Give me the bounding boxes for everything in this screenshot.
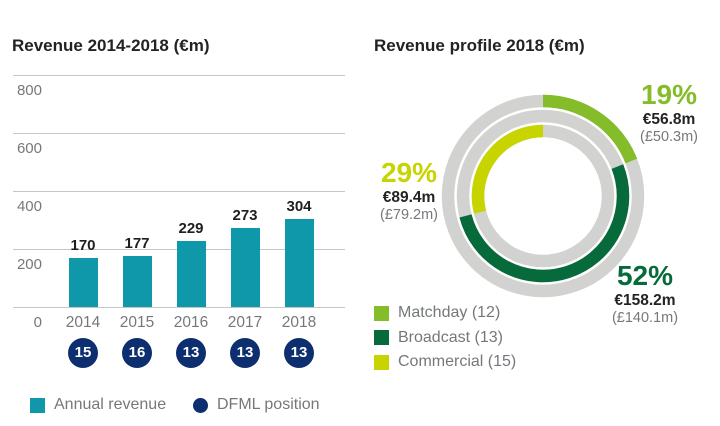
broadcast-arc	[459, 164, 630, 283]
dfml-position-badge: 13	[230, 338, 260, 368]
revenue-bar	[284, 219, 314, 307]
revenue-donut-chart	[441, 94, 645, 298]
matchday-arc	[542, 94, 638, 164]
y-axis-tick-label: 200	[16, 256, 42, 273]
broadcast-percent: 52%	[616, 260, 674, 291]
bar-value-label: 177	[124, 235, 150, 252]
y-axis-tick-label: 600	[16, 140, 42, 157]
bar-legend-label: Annual revenue	[54, 396, 167, 413]
bar-chart-title: Revenue 2014-2018 (€m)	[12, 36, 210, 55]
annual-revenue-legend-swatch	[30, 397, 45, 413]
donut-legend-label: Matchday (12)	[398, 304, 501, 321]
revenue-bar	[176, 241, 206, 307]
y-axis-tick-label: 0	[33, 314, 42, 331]
dfml-position-badge: 15	[68, 338, 98, 368]
bar-value-label: 304	[286, 198, 312, 215]
y-gridline	[13, 307, 345, 308]
bar-legend-item: Annual revenue	[30, 396, 166, 414]
x-axis-year-label: 2018	[281, 314, 317, 331]
donut-legend-label: Broadcast (13)	[398, 328, 503, 346]
bar-legend-item: DFML position	[193, 396, 320, 414]
dfml-position-badge: 13	[284, 338, 314, 368]
matchday-callout: 19% €56.8m (£50.3m)	[603, 80, 720, 146]
dfml-position-legend-dot	[193, 397, 208, 413]
x-axis-year-label: 2015	[119, 314, 155, 331]
broadcast-legend-swatch	[374, 330, 389, 345]
bar-legend-label: DFML position	[217, 396, 320, 413]
matchday-legend-swatch	[374, 305, 389, 321]
commercial-percent: 29%	[380, 157, 438, 188]
donut-chart-title: Revenue profile 2018 (€m)	[374, 36, 585, 55]
y-gridline	[13, 191, 345, 192]
commercial-callout: 29% €89.4m (£79.2m)	[343, 158, 475, 224]
bar-value-label: 229	[178, 220, 204, 237]
x-axis-year-label: 2016	[173, 314, 209, 331]
bar-value-label: 170	[70, 237, 96, 254]
y-gridline	[13, 75, 345, 76]
donut-legend-label: Commercial (15)	[398, 353, 517, 370]
y-gridline	[13, 133, 345, 134]
donut-legend-item: Broadcast (13)	[374, 329, 503, 347]
dfml-position-badge: 16	[122, 338, 152, 368]
revenue-bar-chart: 800 600 400 200 0 170 2014 15 177 2015 16 229 2016 13…	[13, 75, 345, 368]
bar-value-label: 273	[232, 207, 258, 224]
commercial-gbp-value: (£79.2m)	[379, 207, 439, 223]
commercial-arc	[471, 124, 544, 214]
matchday-gbp-value: (£50.3m)	[639, 129, 699, 145]
broadcast-callout: 52% €158.2m (£140.1m)	[579, 261, 711, 327]
x-axis-year-label: 2017	[227, 314, 263, 331]
revenue-bar	[68, 258, 98, 307]
dfml-position-badge: 13	[176, 338, 206, 368]
broadcast-eur-value: €158.2m	[614, 292, 676, 309]
y-axis-tick-label: 800	[16, 82, 42, 99]
revenue-bar	[230, 228, 260, 307]
donut-legend-item: Commercial (15)	[374, 353, 516, 371]
revenue-bar	[122, 256, 152, 307]
x-axis-year-label: 2014	[65, 314, 101, 331]
matchday-eur-value: €56.8m	[642, 111, 696, 128]
matchday-percent: 19%	[640, 79, 698, 110]
commercial-legend-swatch	[374, 354, 389, 370]
broadcast-gbp-value: (£140.1m)	[611, 310, 679, 326]
commercial-eur-value: €89.4m	[382, 189, 436, 206]
donut-legend-item: Matchday (12)	[374, 304, 500, 322]
y-axis-tick-label: 400	[16, 198, 42, 215]
